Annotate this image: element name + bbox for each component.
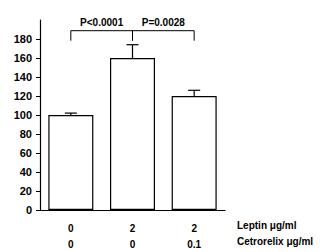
svg-text:160: 160	[14, 52, 32, 64]
svg-text:Cetrorelix μg/ml: Cetrorelix μg/ml	[237, 236, 313, 247]
svg-text:2: 2	[191, 223, 197, 234]
svg-text:P=0.0028: P=0.0028	[142, 17, 186, 28]
svg-text:20: 20	[20, 185, 32, 197]
svg-text:0: 0	[26, 204, 32, 216]
svg-text:0: 0	[130, 239, 136, 250]
svg-text:2: 2	[130, 223, 136, 234]
svg-text:80: 80	[20, 128, 32, 140]
svg-text:0: 0	[68, 239, 74, 250]
svg-text:100: 100	[14, 109, 32, 121]
svg-text:0: 0	[68, 223, 74, 234]
svg-text:Leptin μg/ml: Leptin μg/ml	[237, 220, 297, 231]
svg-text:60: 60	[20, 147, 32, 159]
svg-text:120: 120	[14, 90, 32, 102]
svg-text:180: 180	[14, 33, 32, 45]
svg-text:40: 40	[20, 166, 32, 178]
svg-text:P<0.0001: P<0.0001	[80, 17, 124, 28]
svg-text:0.1: 0.1	[187, 239, 201, 250]
svg-text:140: 140	[14, 71, 32, 83]
